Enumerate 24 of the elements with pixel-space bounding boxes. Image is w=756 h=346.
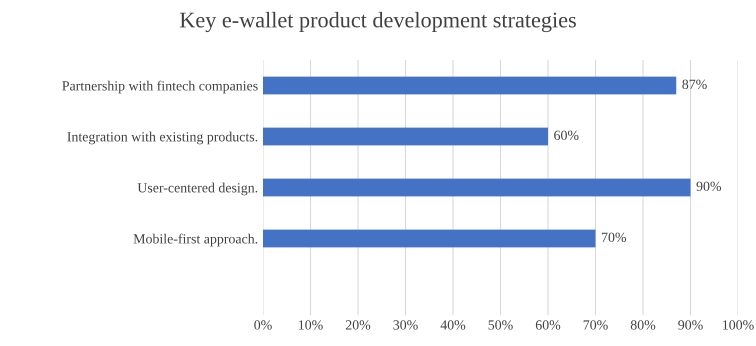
x-tick-label: 70%: [584, 320, 608, 330]
bar: [263, 230, 596, 248]
data-label: 90%: [696, 182, 722, 192]
data-label: 60%: [554, 130, 579, 140]
x-tick-label: 80%: [630, 320, 656, 330]
x-tick-label: 30%: [393, 320, 418, 330]
y-tick-label: User-centered design.: [138, 182, 258, 196]
data-label: 87%: [682, 80, 707, 90]
x-tick-label: 20%: [346, 320, 370, 330]
y-tick-label: Partnership with fintech companies: [62, 80, 258, 94]
data-label: 70%: [602, 232, 626, 242]
x-tick-label: 90%: [678, 320, 703, 330]
bar: [263, 178, 690, 196]
bar: [263, 128, 548, 146]
x-tick-label: 0%: [254, 320, 272, 330]
x-tick-label: 40%: [440, 320, 466, 330]
y-tick-label: Integration with existing products.: [67, 132, 258, 144]
x-tick-label: 60%: [536, 320, 560, 330]
x-tick-label: 50%: [488, 320, 513, 330]
x-tick-label: 10%: [298, 320, 323, 330]
x-tick-label: 100%: [723, 320, 754, 330]
chart-title: Key e-wallet product development strategies: [180, 12, 576, 32]
y-tick-label: Mobile-first approach.: [134, 234, 258, 246]
bar: [263, 76, 676, 94]
